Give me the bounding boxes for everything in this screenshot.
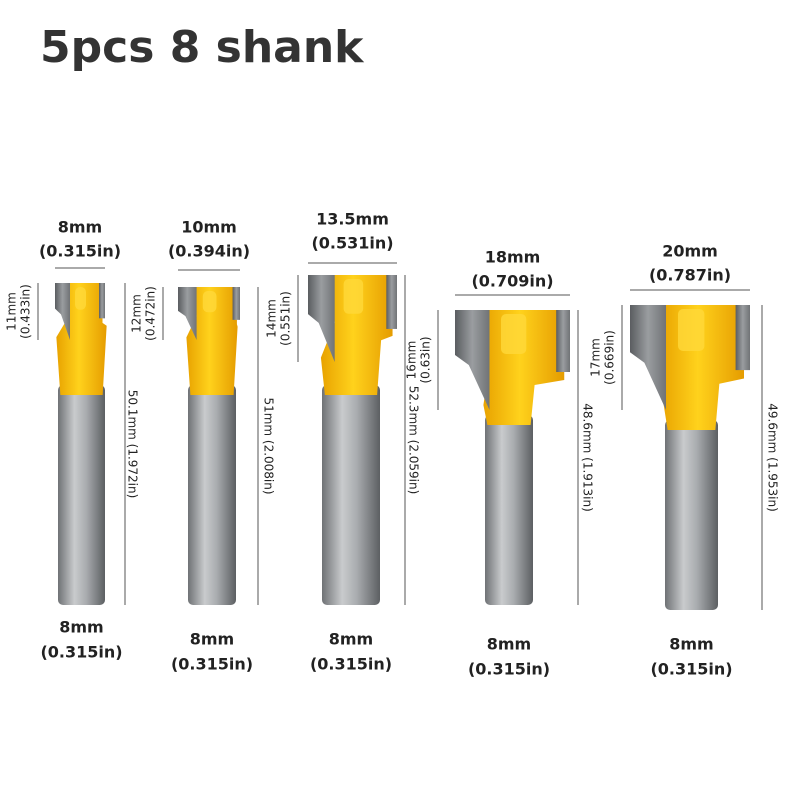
shank-in: (0.315in) bbox=[650, 660, 732, 679]
title: 5pcs 8 shank bbox=[40, 22, 365, 73]
length: 52.3mm (2.059in) bbox=[407, 386, 421, 495]
carbide-right bbox=[232, 287, 240, 320]
router-bit: 18mm (0.709in) 16mm (0.63in) 48.6mm (1.913in… bbox=[405, 248, 595, 679]
shank-in: (0.315in) bbox=[468, 660, 550, 679]
cutter-mm: 8mm bbox=[58, 218, 102, 237]
cap bbox=[678, 309, 705, 351]
shank-mm: 8mm bbox=[669, 635, 713, 654]
length: 51mm (2.008in) bbox=[262, 397, 276, 494]
bit-body bbox=[320, 275, 393, 395]
length: 49.6mm (1.953in) bbox=[766, 403, 780, 512]
shank bbox=[485, 415, 533, 605]
head-mm: 16mm bbox=[405, 341, 419, 380]
head-in: (0.551in) bbox=[279, 291, 293, 346]
shank-mm: 8mm bbox=[329, 630, 373, 649]
cap bbox=[501, 314, 527, 354]
length: 48.6mm (1.913in) bbox=[581, 403, 595, 512]
cutter-mm: 18mm bbox=[485, 248, 541, 267]
cutter-mm: 20mm bbox=[662, 242, 718, 261]
head-mm: 12mm bbox=[130, 294, 144, 333]
carbide-left bbox=[308, 275, 335, 362]
router-bit: 10mm (0.394in) 12mm (0.472in) 51mm (2.008in)… bbox=[130, 218, 276, 674]
shank bbox=[665, 420, 718, 610]
carbide-left bbox=[55, 283, 70, 340]
cutter-in: (0.531in) bbox=[311, 234, 393, 253]
head-in: (0.472in) bbox=[144, 286, 158, 341]
carbide-right bbox=[735, 305, 750, 371]
shank bbox=[58, 385, 105, 605]
head-mm: 11mm bbox=[5, 292, 19, 331]
cap bbox=[343, 279, 364, 314]
carbide-right bbox=[99, 283, 105, 319]
shank-mm: 8mm bbox=[190, 630, 234, 649]
cutter-mm: 10mm bbox=[181, 218, 237, 237]
cap bbox=[75, 287, 86, 310]
head-in: (0.433in) bbox=[19, 284, 33, 339]
shank bbox=[322, 385, 380, 605]
bit-body bbox=[56, 283, 107, 395]
shank bbox=[188, 385, 236, 605]
shank-mm: 8mm bbox=[487, 635, 531, 654]
carbide-left bbox=[455, 310, 490, 410]
shank-mm: 8mm bbox=[59, 618, 103, 637]
cutter-in: (0.787in) bbox=[649, 266, 731, 285]
shank-in: (0.315in) bbox=[40, 643, 122, 662]
shank-in: (0.315in) bbox=[171, 655, 253, 674]
shank-in: (0.315in) bbox=[310, 655, 392, 674]
router-bit: 8mm (0.315in) 11mm (0.433in) 50.1mm (1.972in… bbox=[5, 218, 140, 662]
carbide-right bbox=[386, 275, 397, 329]
cutter-in: (0.315in) bbox=[39, 242, 121, 261]
length: 50.1mm (1.972in) bbox=[126, 390, 140, 499]
cap bbox=[202, 291, 217, 313]
cutter-mm: 13.5mm bbox=[316, 210, 389, 229]
router-bit: 20mm (0.787in) 17mm (0.669in) 49.6mm (1.953i… bbox=[589, 242, 780, 679]
router-bit: 13.5mm (0.531in) 14mm (0.551in) 52.3mm (2.05… bbox=[265, 210, 421, 674]
cutter-in: (0.709in) bbox=[471, 272, 553, 291]
bit-body bbox=[186, 287, 238, 395]
head-in: (0.669in) bbox=[603, 330, 617, 385]
carbide-right bbox=[556, 310, 570, 372]
head-in: (0.63in) bbox=[419, 336, 433, 383]
head-mm: 14mm bbox=[265, 299, 279, 338]
carbide-left bbox=[178, 287, 197, 340]
carbide-left bbox=[630, 305, 666, 410]
head-mm: 17mm bbox=[589, 338, 603, 377]
cutter-in: (0.394in) bbox=[168, 242, 250, 261]
